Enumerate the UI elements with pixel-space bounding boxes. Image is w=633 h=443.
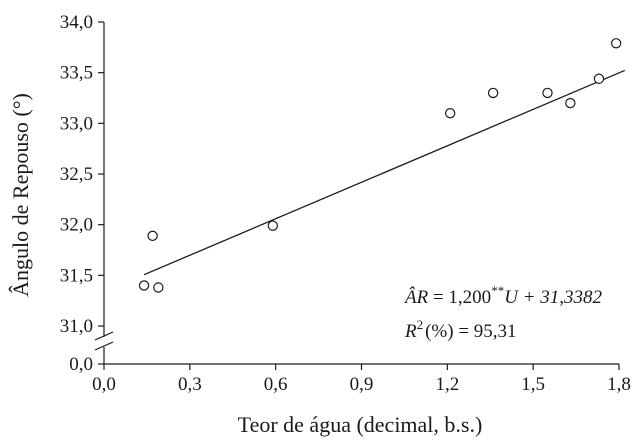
data-point <box>594 74 603 83</box>
r-squared: R2 (%) = 95,31 <box>404 317 517 342</box>
x-tick-label: 1,5 <box>521 374 545 395</box>
data-points-group <box>139 39 620 292</box>
y-tick-label: 33,5 <box>60 63 93 84</box>
y-tick-label: 32,5 <box>60 164 93 185</box>
data-point <box>154 283 163 292</box>
regression-equation: ÂR = 1,200**U + 31,3382 <box>403 283 602 308</box>
equation-rhs: U + 31,3382 <box>504 287 602 308</box>
x-tick-label: 0,0 <box>92 374 116 395</box>
x-tick-label: 1,2 <box>435 374 459 395</box>
data-point <box>566 98 575 107</box>
equation-coefficient: = 1,200 <box>428 287 491 308</box>
y-tick-label: 34,0 <box>60 12 93 33</box>
y-tick-label: 31,0 <box>60 316 93 337</box>
r2-symbol: R <box>404 321 417 342</box>
r2-value: = 95,31 <box>454 321 517 342</box>
r2-percent: (%) <box>425 321 453 342</box>
x-tick-label: 1,8 <box>607 374 631 395</box>
equation-significance: ** <box>491 283 504 298</box>
data-point <box>446 109 455 118</box>
data-point <box>139 281 148 290</box>
y-tick-label: 33,0 <box>60 113 93 134</box>
ticks-group: 0,0 0,3 0,6 0,9 1,2 1,5 1,8 0,0 31,0 31,5 32,0 32,5… <box>60 12 631 395</box>
x-tick-label: 0,3 <box>178 374 202 395</box>
axes-group <box>95 22 619 364</box>
r2-superscript: 2 <box>417 317 424 332</box>
data-point <box>148 231 157 240</box>
x-tick-label: 0,6 <box>264 374 288 395</box>
data-point <box>543 88 552 97</box>
x-axis-title: Teor de água (decimal, b.s.) <box>238 412 483 437</box>
x-tick-label: 0,9 <box>350 374 374 395</box>
y-tick-label: 0,0 <box>69 354 93 375</box>
y-tick-label: 32,0 <box>60 215 93 236</box>
data-point <box>489 88 498 97</box>
equation-lhs: ÂR <box>403 286 429 308</box>
data-point <box>612 39 621 48</box>
y-axis-title: Ângulo de Repouso (°) <box>8 93 33 297</box>
regression-line <box>144 70 625 274</box>
y-tick-label: 31,5 <box>60 265 93 286</box>
fit-line-group <box>144 70 625 274</box>
data-point <box>268 221 277 230</box>
